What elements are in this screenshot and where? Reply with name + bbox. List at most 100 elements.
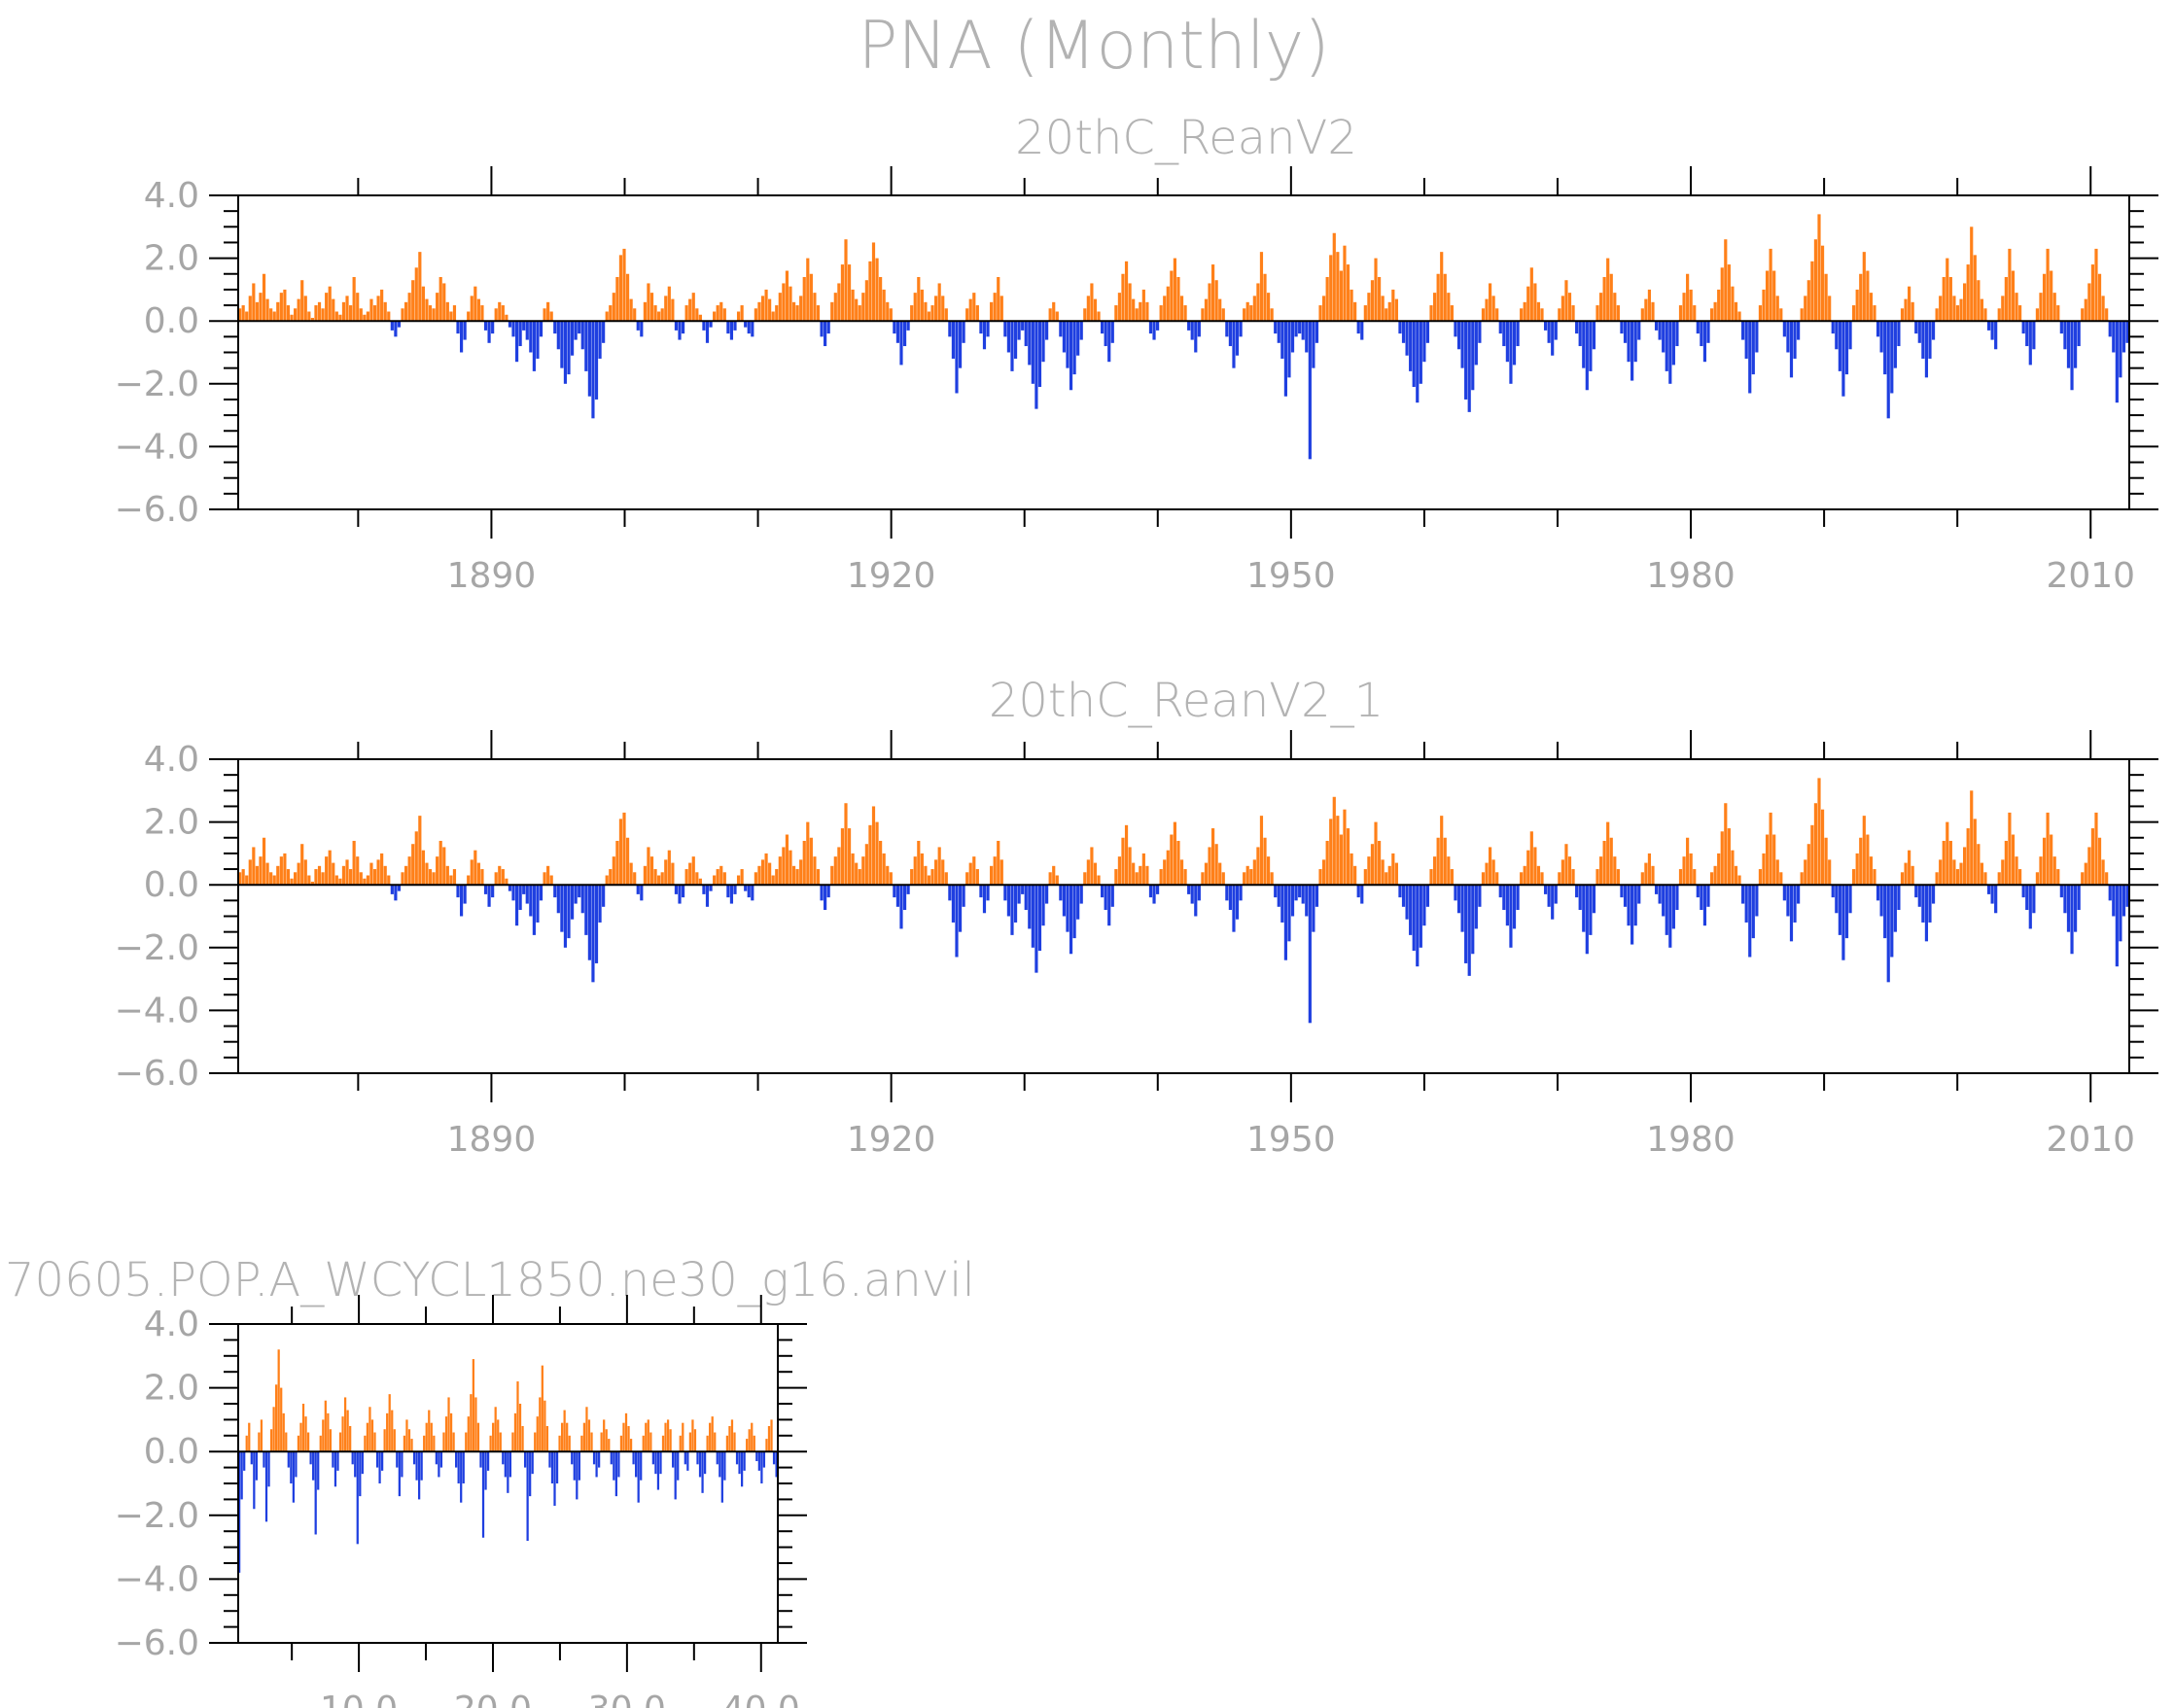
bar <box>1526 850 1530 886</box>
bar <box>304 1416 307 1452</box>
bar <box>262 273 266 322</box>
bar <box>1682 293 1686 322</box>
bar <box>1076 321 1080 356</box>
bar <box>2119 321 2122 378</box>
bar <box>1897 321 1901 347</box>
bar <box>691 856 695 886</box>
bar <box>1139 301 1142 322</box>
bar <box>238 1451 241 1573</box>
bar <box>508 1451 512 1478</box>
bar <box>1245 301 1249 322</box>
bar <box>1498 885 1502 898</box>
x-tick-label: 1890 <box>447 556 537 596</box>
bar <box>709 321 713 328</box>
bar <box>618 819 623 886</box>
bar <box>1800 308 1804 322</box>
bar <box>1283 885 1287 960</box>
bar <box>1578 321 1582 347</box>
bar <box>452 305 457 322</box>
bar <box>1543 885 1548 894</box>
bar <box>913 856 917 886</box>
bar <box>1658 885 1662 904</box>
bar <box>674 321 679 331</box>
bar <box>1762 853 1766 886</box>
bar <box>782 847 786 886</box>
bar <box>649 293 654 322</box>
bar <box>691 293 695 322</box>
bar <box>1308 885 1312 1024</box>
bar <box>1159 305 1163 322</box>
bar <box>518 885 522 911</box>
x-tick-label: 1980 <box>1646 556 1736 596</box>
bar <box>1983 308 1987 322</box>
bar <box>531 1451 534 1475</box>
bar <box>1737 311 1741 322</box>
bar <box>2081 308 2085 322</box>
bar <box>1731 850 1735 886</box>
bar <box>1062 885 1067 917</box>
bar <box>250 1451 253 1465</box>
bar <box>1797 321 1801 340</box>
bar <box>2032 321 2036 350</box>
bar <box>1779 872 1783 886</box>
bar <box>2084 862 2087 886</box>
bar <box>795 305 799 322</box>
bar <box>1315 885 1319 907</box>
bar <box>1727 828 1731 886</box>
bar <box>1713 301 1717 322</box>
bar <box>303 296 307 322</box>
bar <box>1873 305 1876 322</box>
bar <box>709 1422 712 1452</box>
bar <box>681 885 685 898</box>
y-tick-label: 2.0 <box>144 239 199 279</box>
bar <box>442 847 446 886</box>
bar <box>405 1419 408 1452</box>
bar <box>396 1451 399 1468</box>
bar <box>467 311 471 322</box>
bar <box>504 1451 507 1478</box>
bar <box>1820 245 1825 322</box>
bar <box>1828 859 1832 886</box>
bar <box>2008 248 2012 322</box>
bar <box>647 1419 649 1452</box>
bar <box>1391 853 1395 886</box>
bar <box>1079 321 1083 340</box>
bar <box>299 1422 302 1452</box>
bar <box>1090 847 1094 886</box>
bar <box>1914 885 1918 898</box>
bar <box>1059 885 1063 901</box>
bar <box>629 1439 633 1452</box>
bar <box>1093 862 1098 886</box>
bar <box>2097 273 2102 322</box>
bar <box>1879 885 1883 917</box>
bar <box>1717 289 1721 322</box>
bar <box>587 1419 591 1452</box>
bar <box>418 1451 421 1500</box>
bar <box>1793 885 1797 923</box>
bar <box>719 301 723 322</box>
bar <box>1478 321 1482 343</box>
bar <box>480 305 484 322</box>
bar <box>322 1419 325 1452</box>
bar <box>1813 803 1818 886</box>
bar <box>1412 321 1416 388</box>
bar <box>716 305 719 322</box>
bar <box>403 865 408 886</box>
bar <box>1197 885 1201 901</box>
bar <box>1498 321 1502 334</box>
bar <box>1509 885 1513 948</box>
bar <box>1598 856 1603 886</box>
bar <box>2097 837 2102 886</box>
bar <box>345 296 349 322</box>
bar <box>944 872 948 886</box>
bar <box>522 885 526 894</box>
bar <box>999 296 1003 322</box>
bar <box>1841 321 1845 397</box>
bar <box>1575 321 1579 334</box>
bar <box>629 298 633 322</box>
bar <box>882 289 886 322</box>
bar <box>459 885 464 917</box>
bar <box>449 875 453 886</box>
bar <box>1990 321 1994 340</box>
x-tick-label: 1980 <box>1646 1120 1736 1160</box>
